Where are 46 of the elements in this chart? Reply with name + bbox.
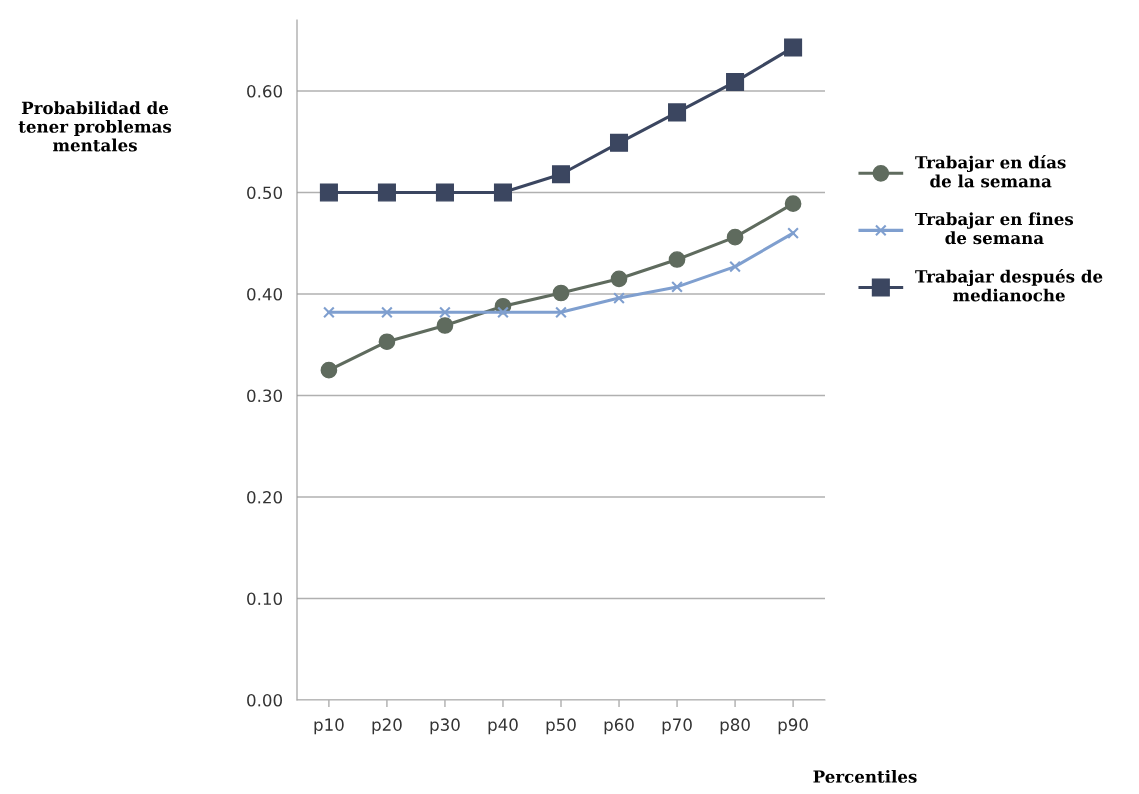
y-tick-label: 0.20	[247, 490, 282, 504]
x-tick-label: p50	[546, 718, 576, 735]
point	[436, 317, 454, 334]
point	[610, 270, 628, 288]
x-tick-label: p90	[778, 718, 808, 735]
point	[551, 165, 571, 184]
point	[726, 228, 744, 246]
point	[613, 292, 625, 304]
point	[378, 333, 396, 351]
y-tick-label: 0.10	[247, 592, 282, 606]
point	[381, 306, 393, 319]
x-tick-label: p60	[604, 718, 634, 735]
y-tick-label: 0.50	[247, 186, 282, 200]
legend-label: Trabajar después de medianoche	[915, 269, 1103, 302]
x-tick-label: p80	[720, 718, 750, 735]
point	[323, 306, 335, 319]
point	[319, 183, 338, 202]
point	[726, 72, 745, 91]
y-tick-label: 0.60	[247, 85, 282, 98]
point	[784, 195, 802, 213]
point	[493, 183, 513, 202]
point	[377, 183, 396, 202]
point	[784, 38, 803, 57]
x-tick-label: p40	[488, 718, 518, 735]
x-tick-label: p10	[314, 718, 344, 735]
point	[671, 281, 683, 293]
y-tick-label: 0.00	[247, 693, 282, 707]
legend-label: Trabajar en días de la semana	[915, 155, 1066, 188]
point	[555, 306, 567, 319]
y-axis-title: Probabilidad de tener problemas mentales	[18, 101, 172, 152]
x-tick-label: p20	[372, 718, 402, 735]
point	[435, 183, 454, 202]
point	[439, 306, 451, 319]
x-axis-title: Percentiles	[813, 769, 917, 783]
x-tick-label: p30	[430, 718, 460, 735]
point	[552, 284, 570, 302]
y-tick-label: 0.40	[247, 287, 282, 301]
point	[668, 251, 686, 268]
x-tick-label: p70	[662, 718, 692, 735]
point	[787, 227, 799, 240]
y-tick-label: 0.30	[247, 389, 282, 403]
point	[609, 133, 629, 152]
point	[668, 103, 687, 122]
point	[729, 260, 741, 273]
legend-label: Trabajar en fines de semana	[915, 212, 1074, 245]
point	[320, 361, 338, 379]
